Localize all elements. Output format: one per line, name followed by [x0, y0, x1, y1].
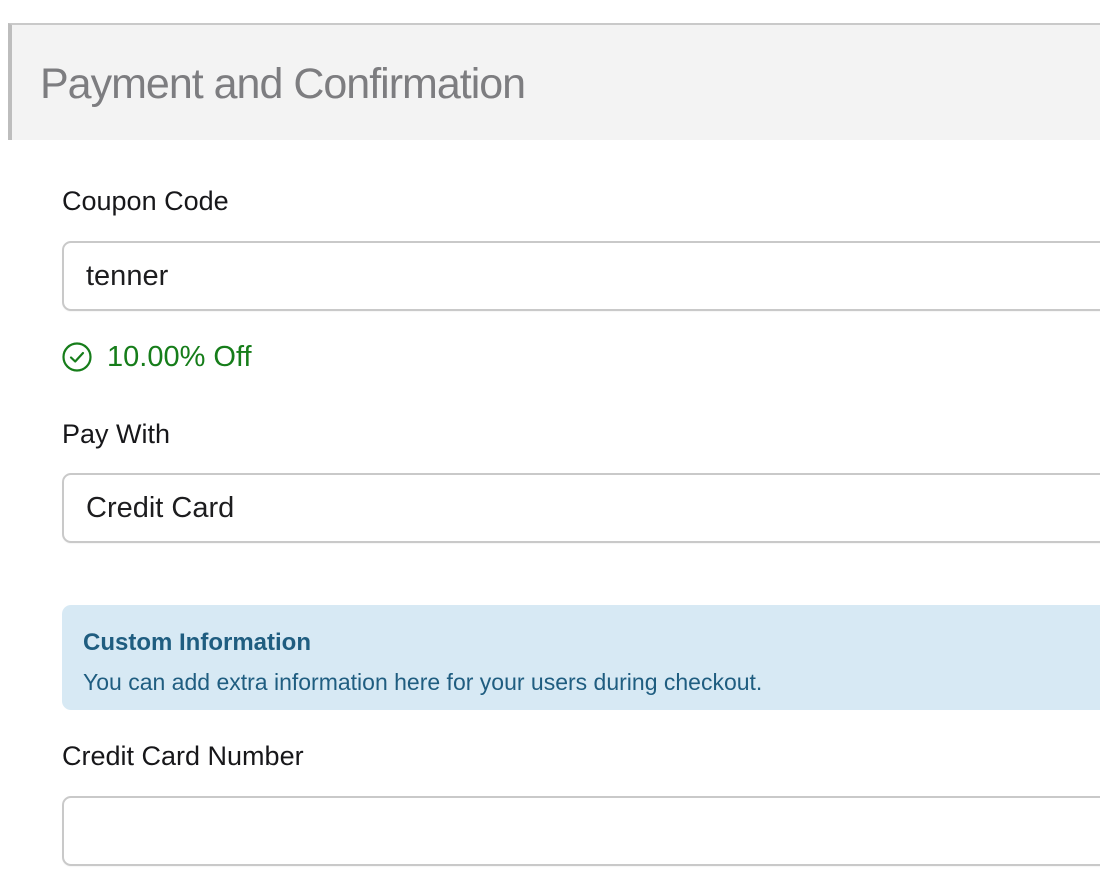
coupon-code-input[interactable]: [62, 241, 1100, 311]
page-title: Payment and Confirmation: [40, 60, 526, 108]
pay-with-label: Pay With: [62, 419, 171, 449]
coupon-code-label: Coupon Code: [62, 186, 229, 216]
custom-information-box: Custom Information You can add extra inf…: [62, 605, 1100, 710]
section-header: Payment and Confirmation: [8, 23, 1100, 140]
coupon-status: 10.00% Off: [62, 340, 1100, 373]
coupon-discount-text: 10.00% Off: [107, 340, 252, 373]
credit-card-number-input[interactable]: [62, 796, 1100, 866]
custom-information-body: You can add extra information here for y…: [83, 669, 763, 695]
credit-card-number-label: Credit Card Number: [62, 741, 304, 771]
payment-form: Coupon Code 10.00% Off Pay With Credit C…: [62, 187, 1100, 866]
check-circle-icon: [62, 342, 92, 372]
pay-with-select[interactable]: Credit Card: [62, 473, 1100, 543]
custom-information-title: Custom Information: [83, 629, 311, 656]
pay-with-selected-value: Credit Card: [86, 491, 235, 524]
